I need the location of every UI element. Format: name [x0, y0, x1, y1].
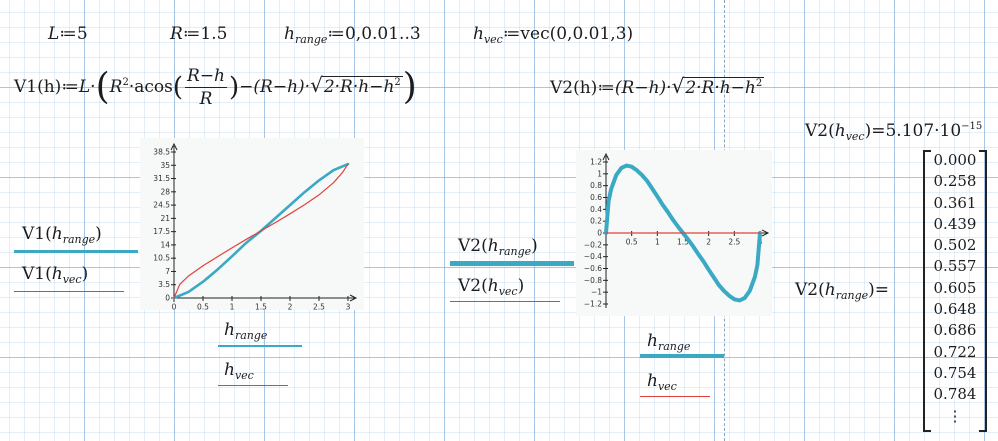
def-L[interactable]: L≔5	[48, 24, 88, 44]
y-axis-arrow	[170, 142, 178, 151]
x-tick-label: 3	[346, 303, 351, 311]
x-tick-label: 0.5	[626, 238, 638, 247]
x-tick-label: 2.5	[728, 238, 740, 247]
y-tick-label: 0	[597, 229, 602, 238]
matrix-row: 0.557	[933, 257, 977, 276]
def-R[interactable]: R≔1.5	[170, 24, 228, 44]
plot1-y-legend-2[interactable]: V1(hvec)	[22, 264, 89, 286]
plot2-x-legend-1[interactable]: hrange	[647, 331, 691, 353]
plot1-x-legend-1[interactable]: hrange	[224, 320, 268, 342]
plot1-x-legend-2[interactable]: hvec	[224, 360, 254, 382]
x-tick-label: 0.5	[197, 303, 209, 311]
plot2-y-trace-2	[450, 301, 560, 302]
plot1-y-trace-2	[14, 291, 124, 292]
plot2-y-legend-2[interactable]: V2(hvec)	[458, 276, 525, 298]
x-tick-label: 2	[706, 238, 711, 247]
x-tick-label: 1.5	[677, 238, 689, 247]
y-tick-label: 0.8	[590, 181, 602, 190]
v2-hrange-label[interactable]: V2(hrange)=	[795, 280, 890, 302]
matrix-row: 0.648	[933, 300, 977, 319]
y-tick-label: −0.2	[584, 240, 602, 249]
plot2-chart[interactable]: 1.2 1 0.8 0.6 0.4 0.2 0 −0.2 −0.4 −0.6 −0.8 −1 −1.2 0…	[576, 150, 772, 316]
y-tick-label: 24.5	[153, 201, 170, 210]
x-tick-label: 1	[230, 303, 235, 311]
plot2-y-trace-1	[450, 261, 574, 266]
plot1-y-trace-1	[14, 250, 138, 253]
v2-result-matrix[interactable]: 0.000 0.258 0.361 0.439 0.502 0.557 0.60…	[923, 150, 987, 432]
matrix-row: 0.439	[933, 214, 977, 233]
y-tick-label: 0.6	[590, 193, 602, 202]
plot2-y-legend-1[interactable]: V2(hrange)	[458, 236, 538, 258]
x-tick-label: 1.5	[255, 303, 267, 311]
matrix-row: 0.361	[933, 193, 977, 212]
y-tick-label: 3.5	[158, 280, 170, 289]
matrix-row: 0.502	[933, 236, 977, 255]
v2-hvec-result[interactable]: V2(hvec)=5.107·10−15	[805, 121, 983, 143]
plot1-y-legend-1[interactable]: V1(hrange)	[22, 224, 102, 246]
y-tick-label: −0.8	[584, 276, 602, 285]
def-h-vec[interactable]: hvec≔vec(0,0.01,3)	[473, 24, 634, 46]
def-h-range[interactable]: hrange≔0,0.01..3	[284, 24, 421, 46]
y-tick-label: 1	[597, 169, 602, 178]
plot2-x-trace-2	[640, 396, 710, 397]
y-tick-label: −1.2	[584, 300, 602, 309]
matrix-row: 0.722	[933, 342, 977, 361]
v1-definition[interactable]: V1(h)≔L·(R2·acos(R−h R)−(R−h)·√2·R·h−h2)	[14, 66, 417, 109]
y-tick-label: −1	[591, 288, 602, 297]
matrix-row: 0.754	[933, 363, 977, 382]
y-tick-label: 31.5	[153, 174, 170, 183]
plot1-x-trace-2	[218, 385, 288, 386]
y-tick-label: 1.2	[590, 158, 602, 167]
x-tick-label: 2	[288, 303, 293, 311]
y-tick-label: 0	[165, 294, 170, 303]
y-tick-label: 38.5	[153, 148, 170, 157]
y-tick-label: 7	[165, 267, 170, 276]
matrix-row: 0.605	[933, 278, 977, 297]
series-line-2	[173, 163, 349, 299]
y-tick-label: 21	[160, 214, 170, 223]
x-tick-label: 2.5	[313, 303, 325, 311]
v2-definition[interactable]: V2(h)≔(R−h)·√2·R·h−h2	[550, 74, 765, 98]
y-tick-label: −0.4	[584, 252, 602, 261]
x-tick-label: 1	[655, 238, 660, 247]
matrix-row: 0.686	[933, 321, 977, 340]
plot2-x-legend-2[interactable]: hvec	[647, 371, 677, 393]
y-tick-label: 0.4	[590, 205, 602, 214]
plot1-chart[interactable]: 0 3.5 7 10.5 14 17.5 21 24.5 28 31.5 35 38.5 0 0.5 1 1.…	[140, 138, 364, 310]
y-tick-label: −0.6	[584, 264, 602, 273]
plot2-x-trace-1	[640, 354, 724, 358]
plot1-x-trace-1	[218, 345, 302, 347]
y-tick-label: 28	[160, 187, 170, 196]
x-axis-arrow	[761, 229, 770, 237]
y-tick-label: 10.5	[153, 254, 170, 263]
y-axis-arrow	[602, 152, 610, 161]
x-axis-arrow	[349, 294, 358, 302]
matrix-row: 0.784	[933, 385, 977, 404]
y-tick-label: 17.5	[153, 227, 170, 236]
y-tick-label: 35	[160, 161, 170, 170]
x-tick-label: 0	[172, 303, 177, 311]
y-tick-label: 0.2	[590, 217, 602, 226]
y-tick-label: 14	[160, 240, 170, 249]
matrix-row: 0.000	[933, 151, 977, 169]
matrix-row: 0.258	[933, 172, 977, 191]
matrix-row: ⋮	[947, 406, 963, 425]
